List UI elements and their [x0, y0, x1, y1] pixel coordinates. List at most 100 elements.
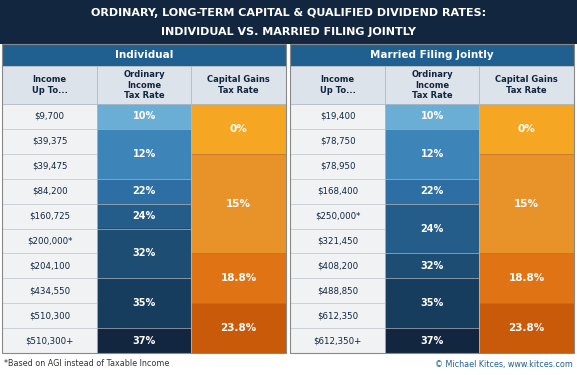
Text: 22%: 22% [133, 186, 156, 196]
Bar [385, 104, 479, 129]
Text: $78,950: $78,950 [320, 162, 355, 171]
Bar [2, 204, 97, 228]
Bar [290, 179, 385, 204]
Text: $250,000*: $250,000* [315, 211, 360, 220]
Bar [2, 254, 97, 278]
Text: 23.8%: 23.8% [220, 323, 257, 333]
Text: 0%: 0% [230, 124, 248, 134]
Bar [2, 328, 97, 353]
Text: $510,300+: $510,300+ [25, 336, 74, 345]
Bar [2, 278, 97, 303]
Bar [192, 254, 286, 303]
Text: © Michael Kitces, www.kitces.com: © Michael Kitces, www.kitces.com [435, 360, 573, 369]
Text: $168,400: $168,400 [317, 187, 358, 196]
Text: $488,850: $488,850 [317, 286, 358, 295]
Text: 18.8%: 18.8% [508, 273, 545, 283]
Bar [479, 254, 574, 303]
Bar [385, 328, 479, 353]
Text: 24%: 24% [133, 211, 156, 221]
Text: 23.8%: 23.8% [508, 323, 545, 333]
Text: $204,100: $204,100 [29, 261, 70, 270]
Bar [385, 129, 479, 179]
Text: 10%: 10% [133, 111, 156, 122]
Bar [290, 104, 385, 129]
Text: $200,000*: $200,000* [27, 237, 72, 246]
Bar [2, 44, 286, 353]
Text: 35%: 35% [133, 298, 156, 308]
Text: 10%: 10% [421, 111, 444, 122]
Text: INDIVIDUAL VS. MARRIED FILING JOINTLY: INDIVIDUAL VS. MARRIED FILING JOINTLY [161, 27, 416, 37]
Text: $19,400: $19,400 [320, 112, 355, 121]
Text: $408,200: $408,200 [317, 261, 358, 270]
Bar [479, 154, 574, 254]
Text: 0%: 0% [518, 124, 535, 134]
Bar [192, 154, 286, 254]
Bar [97, 228, 192, 278]
Text: ORDINARY, LONG-TERM CAPITAL & QUALIFIED DIVIDEND RATES:: ORDINARY, LONG-TERM CAPITAL & QUALIFIED … [91, 8, 486, 18]
Bar [192, 104, 286, 154]
Bar [290, 328, 385, 353]
Text: Individual: Individual [115, 50, 173, 60]
Text: 24%: 24% [421, 224, 444, 234]
Text: 18.8%: 18.8% [220, 273, 257, 283]
Text: $321,450: $321,450 [317, 237, 358, 246]
Text: $160,725: $160,725 [29, 211, 70, 220]
Text: Income
Up To...: Income Up To... [320, 75, 355, 95]
Bar [2, 179, 97, 204]
Bar [0, 353, 577, 375]
Text: Married Filing Jointly: Married Filing Jointly [370, 50, 494, 60]
Bar [290, 66, 574, 104]
Text: 35%: 35% [421, 298, 444, 308]
Bar [290, 303, 385, 328]
Text: Income
Up To...: Income Up To... [32, 75, 68, 95]
Bar [97, 104, 192, 129]
Text: $84,200: $84,200 [32, 187, 68, 196]
Text: $9,700: $9,700 [35, 112, 65, 121]
Bar [385, 278, 479, 328]
Bar [290, 254, 385, 278]
Bar [2, 154, 97, 179]
Text: 32%: 32% [133, 248, 156, 258]
Text: 32%: 32% [421, 261, 444, 271]
Bar [290, 44, 574, 353]
Text: Capital Gains
Tax Rate: Capital Gains Tax Rate [495, 75, 558, 95]
Bar [290, 204, 385, 228]
Text: $510,300: $510,300 [29, 311, 70, 320]
Bar [2, 66, 286, 104]
Bar [385, 179, 479, 204]
Bar [97, 328, 192, 353]
Bar [479, 303, 574, 353]
Text: *Based on AGI instead of Taxable Income: *Based on AGI instead of Taxable Income [4, 360, 170, 369]
Bar [385, 254, 479, 278]
Bar [2, 104, 97, 129]
Bar [2, 303, 97, 328]
Bar [290, 278, 385, 303]
Text: $78,750: $78,750 [320, 137, 355, 146]
Bar [2, 129, 97, 154]
Bar [192, 303, 286, 353]
Bar [97, 179, 192, 204]
Bar [290, 129, 385, 154]
Text: Ordinary
Income
Tax Rate: Ordinary Income Tax Rate [123, 70, 165, 100]
Text: Ordinary
Income
Tax Rate: Ordinary Income Tax Rate [411, 70, 453, 100]
Text: Capital Gains
Tax Rate: Capital Gains Tax Rate [207, 75, 270, 95]
Text: 12%: 12% [133, 149, 156, 159]
Bar [97, 129, 192, 179]
Bar [97, 278, 192, 328]
Bar [0, 0, 577, 44]
Text: $39,375: $39,375 [32, 137, 68, 146]
Text: 15%: 15% [226, 199, 251, 208]
Bar [385, 204, 479, 254]
Text: $39,475: $39,475 [32, 162, 68, 171]
Text: 37%: 37% [421, 336, 444, 345]
Bar [479, 104, 574, 154]
Bar [2, 44, 286, 66]
Bar [97, 204, 192, 228]
Bar [290, 154, 385, 179]
Bar [290, 44, 574, 66]
Text: 37%: 37% [133, 336, 156, 345]
Text: $612,350: $612,350 [317, 311, 358, 320]
Text: 22%: 22% [421, 186, 444, 196]
Text: 12%: 12% [421, 149, 444, 159]
Text: 15%: 15% [514, 199, 539, 208]
